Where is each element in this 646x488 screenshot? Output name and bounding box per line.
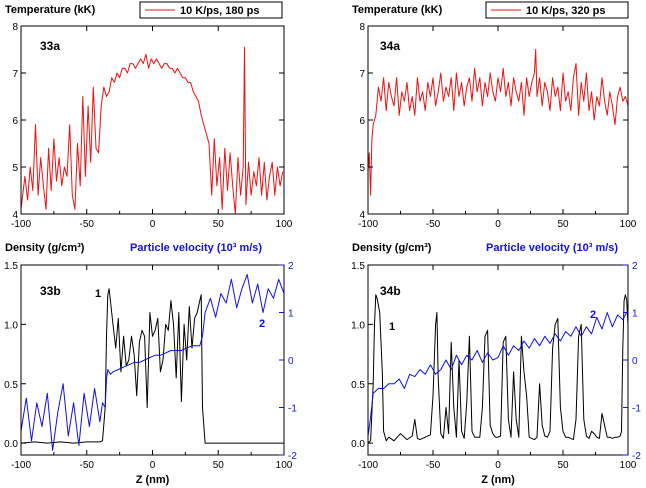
y-tick-label-33a: 4	[12, 210, 18, 221]
x-tick-label-34a: 100	[620, 219, 637, 230]
panel-label-34a: 34a	[380, 39, 400, 53]
y-tick-label-34a: 7	[359, 69, 365, 80]
series-annotation-2-33b: 2	[259, 318, 265, 330]
y-tick-label-34a: 4	[359, 210, 365, 221]
x-tick-label-33a: -100	[11, 219, 31, 230]
y-tick-label-34b: 0.5	[351, 380, 365, 391]
y-tick-label-33b: 0.5	[4, 380, 18, 391]
x-tick-label-34a: -100	[358, 219, 378, 230]
plot-frame-34b	[367, 264, 629, 456]
y-right-tick-label-34b: -1	[632, 404, 641, 415]
series-annotation-1-34b: 1	[389, 321, 395, 333]
x-tick-label-33b: 0	[150, 460, 156, 471]
y-right-tick-label-34b: 1	[632, 309, 638, 320]
x-tick-label-34b: -50	[426, 460, 441, 471]
y-axis-title-34b: Density (g/cm³)	[352, 242, 432, 254]
x-tick-label-33a: 50	[213, 219, 225, 230]
series-line-34a-0	[368, 49, 628, 196]
x-tick-label-34a: -50	[426, 219, 441, 230]
y-right-tick-label-34b: -2	[632, 451, 641, 462]
legend-label-33a: 10 K/ps, 180 ps	[180, 5, 260, 17]
x-tick-label-33b: -100	[11, 460, 31, 471]
panel-label-34b: 34b	[380, 284, 401, 298]
series-annotation-2-34b: 2	[590, 309, 596, 321]
x-tick-label-33a: 100	[276, 219, 293, 230]
y-right-axis-title-34b: Particle velocity (10³ m/s)	[486, 242, 618, 254]
y-tick-label-33a: 7	[12, 69, 18, 80]
series-line-33b-2	[21, 274, 284, 451]
series-line-34b-2	[368, 309, 628, 437]
x-tick-label-33b: 50	[213, 460, 225, 471]
series-line-33a-0	[21, 46, 284, 214]
x-axis-title-33b: Z (nm)	[136, 474, 170, 486]
y-tick-label-34a: 8	[359, 22, 365, 33]
y-tick-label-33a: 5	[12, 163, 18, 174]
y-right-tick-label-33b: -2	[288, 451, 297, 462]
y-tick-label-34b: 1.0	[351, 320, 365, 331]
x-tick-label-33b: -50	[80, 460, 95, 471]
x-tick-label-34b: -100	[358, 460, 378, 471]
y-axis-title-33a: Temperature (kK)	[5, 4, 96, 16]
y-right-tick-label-33b: 1	[288, 309, 294, 320]
y-tick-label-33a: 8	[12, 22, 18, 33]
y-right-tick-label-33b: 2	[288, 261, 294, 272]
y-right-axis-title-33b: Particle velocity (10³ m/s)	[130, 242, 262, 254]
x-axis-title-34b: Z (nm)	[481, 474, 515, 486]
y-tick-label-33b: 1.0	[4, 320, 18, 331]
y-tick-label-34b: 1.5	[351, 261, 365, 272]
y-axis-title-34a: Temperature (kK)	[352, 4, 443, 16]
panel-label-33b: 33b	[40, 284, 61, 298]
x-tick-label-33b: 100	[276, 460, 293, 471]
y-right-tick-label-33b: 0	[288, 356, 294, 367]
x-tick-label-34b: 100	[620, 460, 637, 471]
series-line-34b-1	[368, 294, 628, 444]
y-axis-title-33b: Density (g/cm³)	[5, 242, 85, 254]
series-annotation-1-33b: 1	[95, 288, 101, 300]
legend-box-33a	[139, 1, 283, 19]
plot-frame-34a	[367, 25, 629, 215]
y-right-tick-label-34b: 0	[632, 356, 638, 367]
x-tick-label-34b: 0	[495, 460, 501, 471]
y-tick-label-34b: 0.0	[351, 439, 365, 450]
x-tick-label-33a: 0	[150, 219, 156, 230]
y-right-tick-label-34b: 2	[632, 261, 638, 272]
x-tick-label-34a: 50	[557, 219, 569, 230]
y-tick-label-33a: 6	[12, 116, 18, 127]
legend-box-34a	[485, 1, 629, 19]
y-tick-label-34a: 5	[359, 163, 365, 174]
panel-label-33a: 33a	[40, 39, 60, 53]
legend-label-34a: 10 K/ps, 320 ps	[526, 5, 606, 17]
series-line-33b-1	[21, 288, 284, 444]
x-tick-label-34a: 0	[495, 219, 501, 230]
y-tick-label-33b: 0.0	[4, 439, 18, 450]
x-tick-label-34b: 50	[557, 460, 569, 471]
y-right-tick-label-33b: -1	[288, 404, 297, 415]
y-tick-label-33b: 1.5	[4, 261, 18, 272]
x-tick-label-33a: -50	[80, 219, 95, 230]
y-tick-label-34a: 6	[359, 116, 365, 127]
